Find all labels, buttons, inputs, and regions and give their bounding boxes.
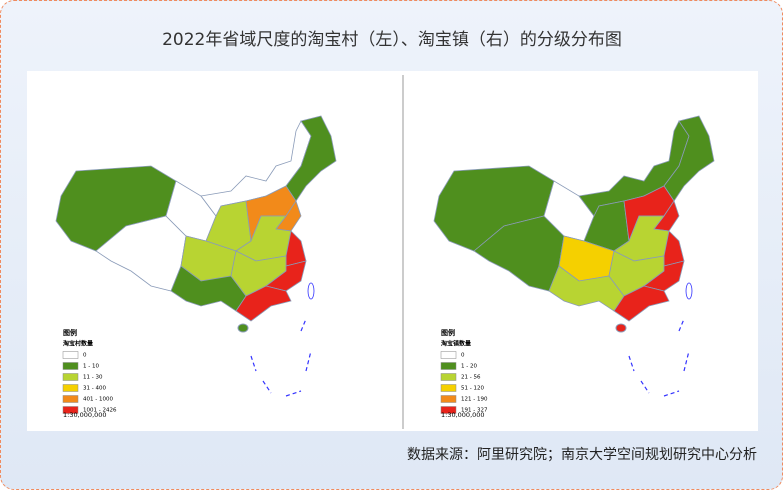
legend-label: 1001 - 2426 bbox=[83, 408, 117, 414]
legend-label: 401 - 1000 bbox=[83, 397, 113, 403]
legend-swatch bbox=[440, 395, 457, 403]
legend-swatch bbox=[62, 395, 79, 403]
sea-boundary bbox=[628, 318, 690, 397]
legend-swatch bbox=[62, 362, 79, 370]
legend-swatch bbox=[62, 373, 79, 381]
legend-label: 121 - 190 bbox=[461, 397, 488, 403]
province bbox=[663, 115, 715, 202]
legend-label: 21 - 56 bbox=[461, 375, 481, 381]
legend-title: 图例 bbox=[63, 328, 77, 337]
province bbox=[613, 285, 670, 322]
legend-subtitle: 淘宝村数量 bbox=[62, 340, 93, 348]
legend-swatch bbox=[440, 351, 457, 359]
legend-swatch bbox=[62, 406, 79, 414]
province bbox=[285, 115, 337, 202]
legend-label: 31 - 400 bbox=[83, 386, 106, 392]
legend-swatch bbox=[62, 351, 79, 359]
legend-label: 1 - 20 bbox=[461, 364, 477, 370]
legend-label: 191 - 327 bbox=[461, 408, 488, 414]
legend-label: 51 - 120 bbox=[461, 386, 484, 392]
legend-label: 1 - 10 bbox=[83, 364, 99, 370]
title: 2022年省域尺度的淘宝村（左）、淘宝镇（右）的分级分布图 bbox=[162, 30, 622, 50]
legend-swatch bbox=[440, 362, 457, 370]
province bbox=[235, 285, 292, 322]
scale: 1:30,000,000 bbox=[441, 411, 485, 419]
legend-label: 0 bbox=[461, 353, 465, 359]
sea-boundary bbox=[250, 318, 312, 397]
legend-swatch bbox=[440, 384, 457, 392]
legend-swatch bbox=[62, 384, 79, 392]
island bbox=[615, 323, 627, 333]
source: 数据来源：阿里研究院；南京大学空间规划研究中心分析 bbox=[407, 447, 757, 463]
legend-label: 0 bbox=[83, 353, 87, 359]
legend-label: 11 - 30 bbox=[83, 375, 103, 381]
legend-title: 图例 bbox=[441, 328, 455, 337]
scale: 1:30,000,000 bbox=[63, 411, 107, 419]
legend-swatch bbox=[440, 406, 457, 414]
island bbox=[237, 323, 249, 333]
legend-swatch bbox=[440, 373, 457, 381]
legend-subtitle: 淘宝镇数量 bbox=[440, 340, 471, 348]
island bbox=[307, 282, 315, 300]
island bbox=[685, 282, 693, 300]
